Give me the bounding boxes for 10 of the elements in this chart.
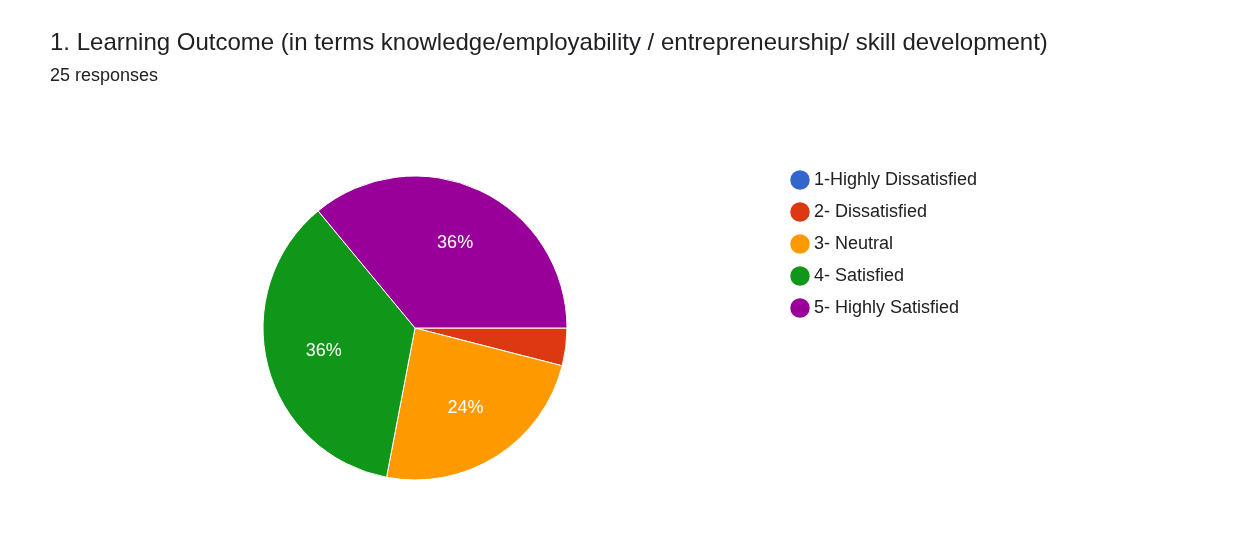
legend-label: 3- Neutral [814,233,894,253]
legend-label: 5- Highly Satisfied [814,297,960,317]
legend-label: 1-Highly Dissatisfied [814,169,978,189]
legend-label: 4- Satisfied [814,265,905,285]
data-label: 24% [447,396,484,417]
chart-title: 1. Learning Outcome (in terms knowledge/employability / entrepreneurship/ skill development) [50,28,1048,55]
legend-label: 2- Dissatisfied [814,201,928,221]
text: 25 responses [50,65,159,85]
data-label: 36% [305,340,342,361]
data-label: 36% [437,231,474,252]
